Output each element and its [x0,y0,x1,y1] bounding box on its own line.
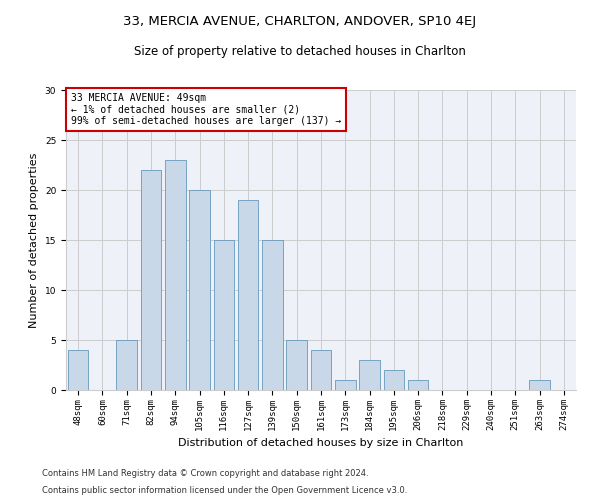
Text: Size of property relative to detached houses in Charlton: Size of property relative to detached ho… [134,45,466,58]
Bar [359,360,380,390]
Text: Contains public sector information licensed under the Open Government Licence v3: Contains public sector information licen… [42,486,407,495]
Bar [165,160,185,390]
Bar [529,380,550,390]
Bar [68,350,88,390]
Bar [408,380,428,390]
Bar [286,340,307,390]
Text: 33, MERCIA AVENUE, CHARLTON, ANDOVER, SP10 4EJ: 33, MERCIA AVENUE, CHARLTON, ANDOVER, SP… [124,15,476,28]
Bar [262,240,283,390]
Bar [335,380,356,390]
Bar [140,170,161,390]
Bar [189,190,210,390]
Bar [238,200,259,390]
Bar [383,370,404,390]
Y-axis label: Number of detached properties: Number of detached properties [29,152,39,328]
Bar [116,340,137,390]
Text: 33 MERCIA AVENUE: 49sqm
← 1% of detached houses are smaller (2)
99% of semi-deta: 33 MERCIA AVENUE: 49sqm ← 1% of detached… [71,93,341,126]
Text: Contains HM Land Registry data © Crown copyright and database right 2024.: Contains HM Land Registry data © Crown c… [42,468,368,477]
Bar [214,240,234,390]
X-axis label: Distribution of detached houses by size in Charlton: Distribution of detached houses by size … [178,438,464,448]
Bar [311,350,331,390]
